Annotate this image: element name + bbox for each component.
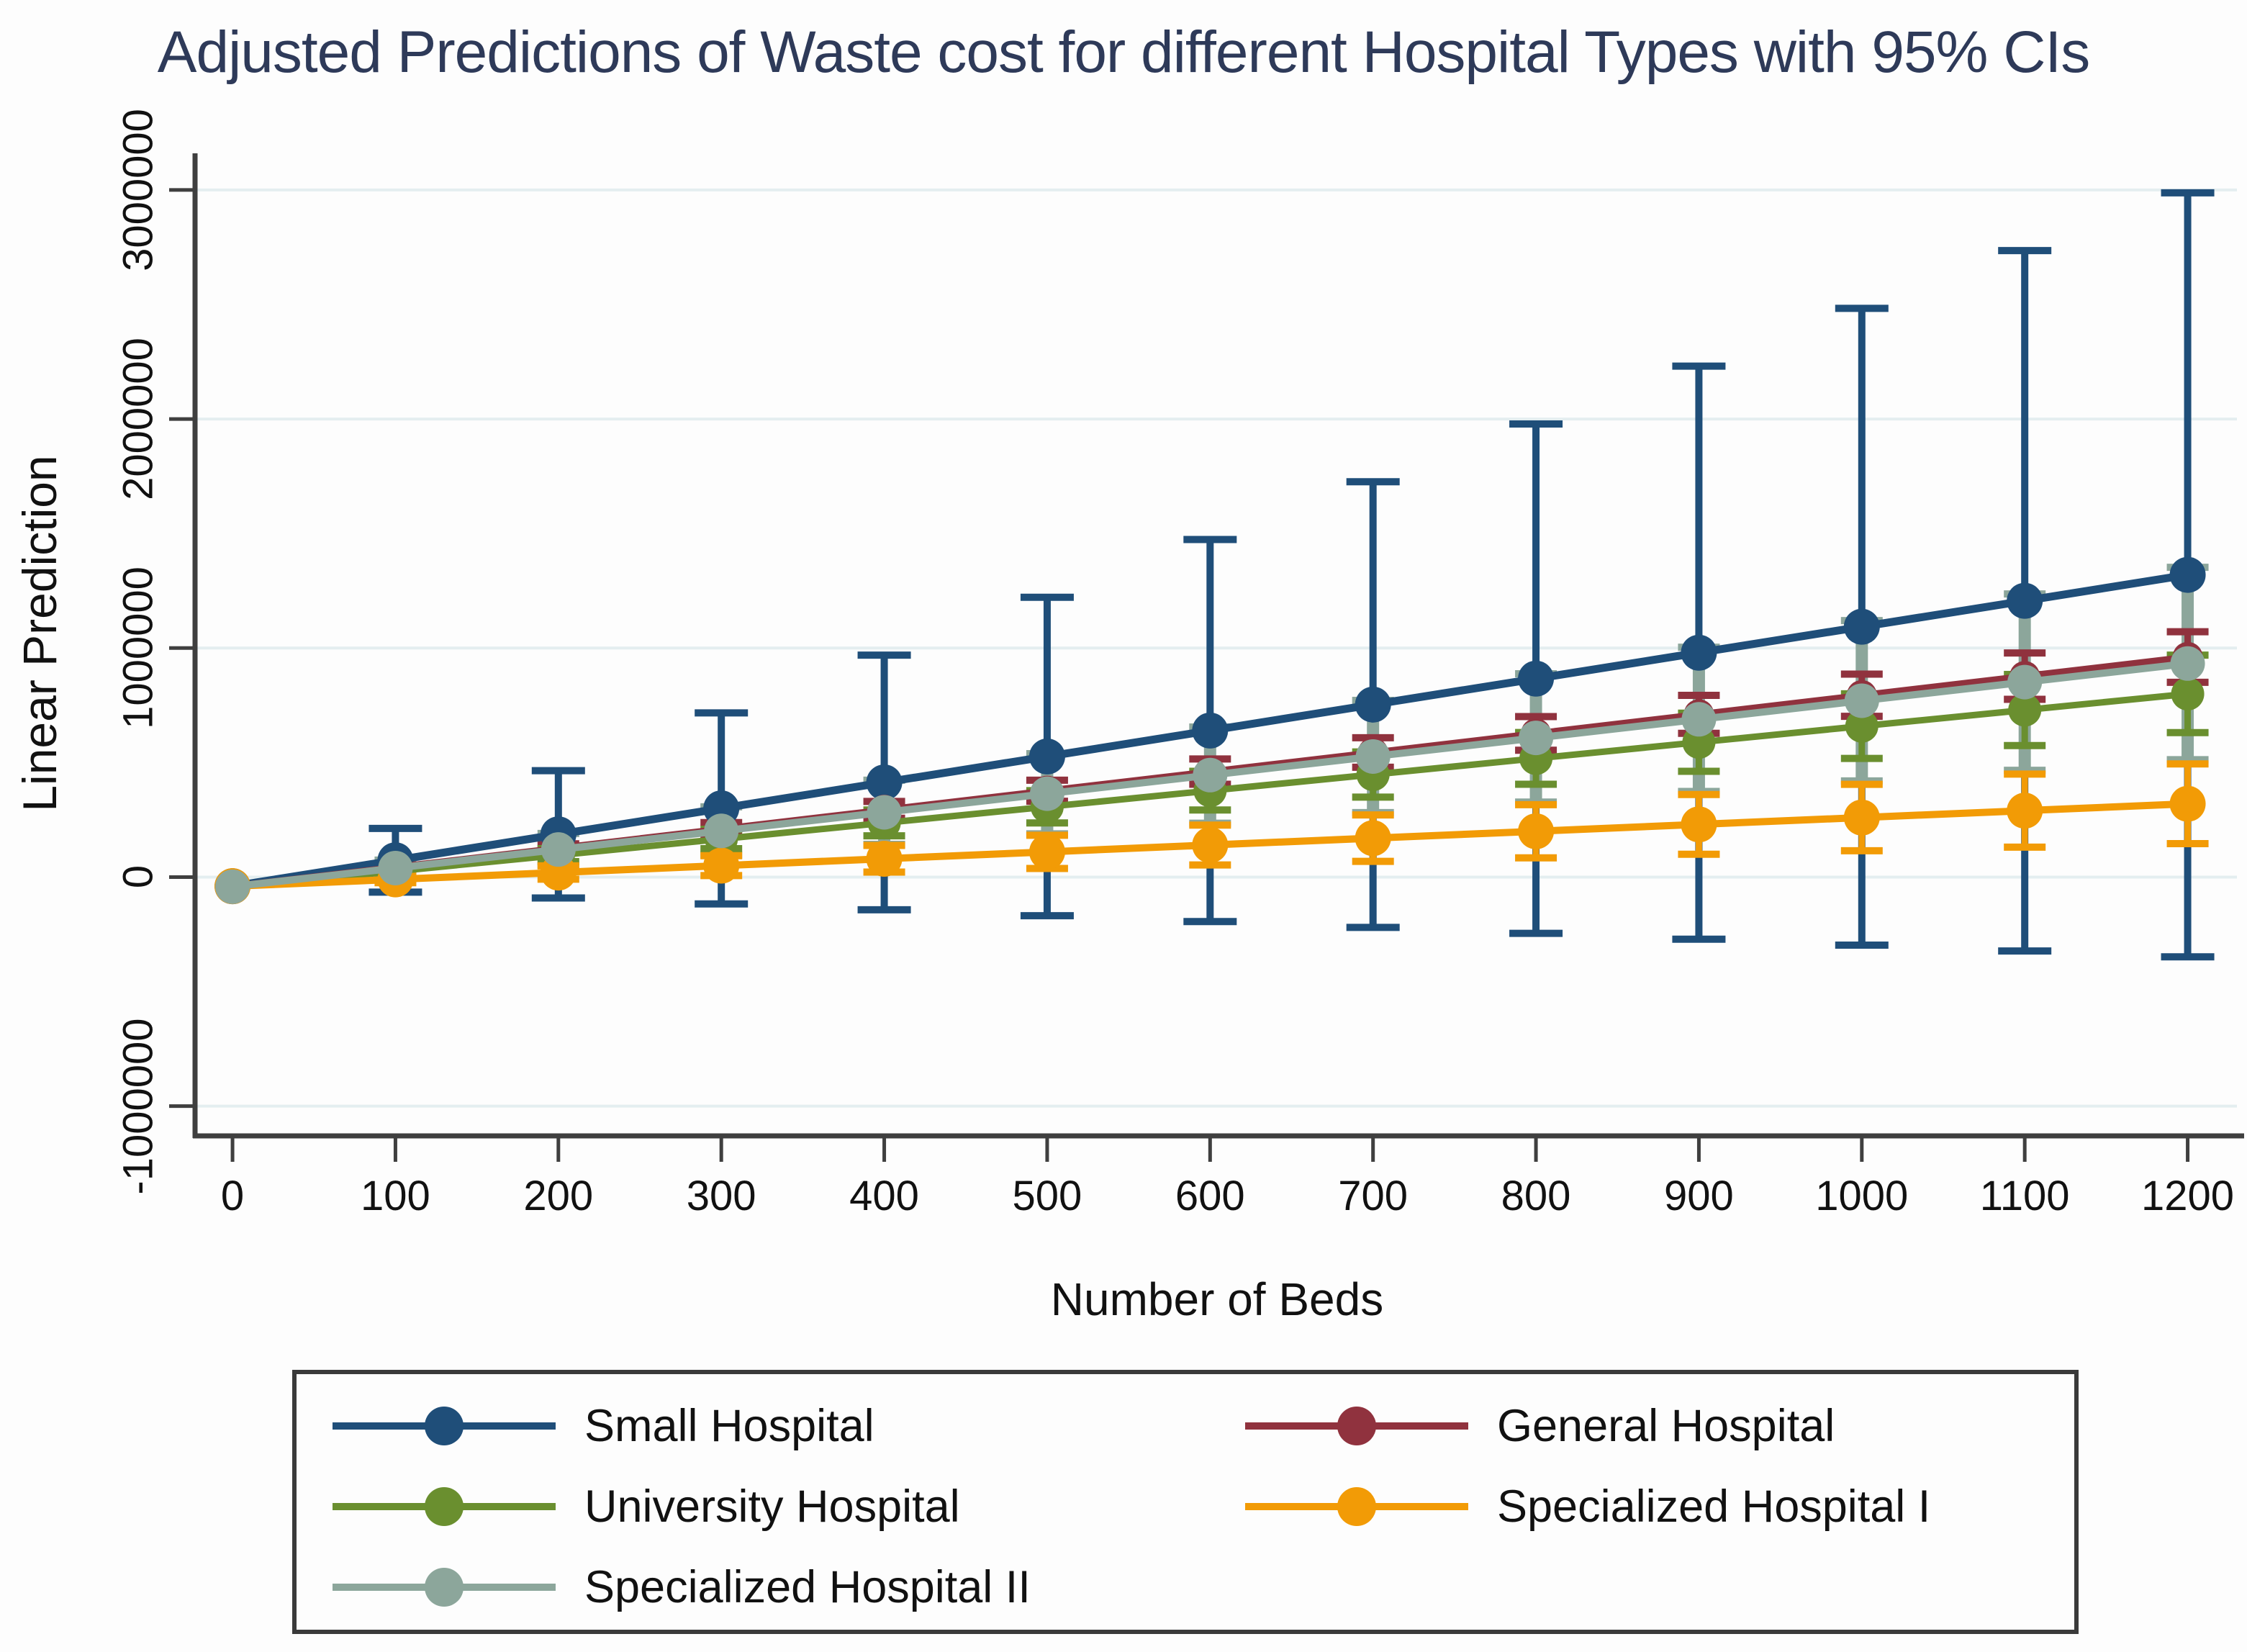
y-tick-label: 3000000 [114, 109, 162, 271]
y-tick-label: 2000000 [114, 338, 162, 500]
x-tick-label: 300 [686, 1173, 756, 1219]
x-tick-label: 400 [849, 1173, 919, 1219]
x-tick-label: 0 [220, 1173, 245, 1219]
series-marker [1681, 634, 1717, 671]
legend-label-specialized-hospital-1: Specialized Hospital I [1497, 1481, 1931, 1532]
series-marker [2007, 582, 2043, 619]
series-marker [1355, 820, 1391, 857]
series-marker [1355, 686, 1391, 723]
series-marker [2008, 693, 2042, 727]
y-tick-label: -1000000 [114, 1018, 162, 1195]
legend-swatch-specialized-hospital-1 [1245, 1487, 1468, 1526]
series-marker [2007, 793, 2043, 829]
x-tick-label: 600 [1175, 1173, 1245, 1219]
legend-swatch-small-hospital [333, 1407, 556, 1445]
x-axis-title: Number of Beds [1050, 1273, 1384, 1325]
series-marker [1844, 683, 1879, 718]
series-marker [215, 869, 250, 904]
series-marker [1681, 806, 1717, 843]
series-marker [866, 764, 903, 800]
x-tick-label: 1000 [1815, 1173, 1909, 1219]
legend-label-general-hospital: General Hospital [1497, 1401, 1835, 1451]
legend-label-university-hospital: University Hospital [584, 1481, 960, 1532]
x-tick-label: 100 [361, 1173, 430, 1219]
series-marker [2007, 664, 2043, 700]
series-marker [1192, 712, 1229, 749]
x-tick-label: 1100 [1979, 1173, 2070, 1219]
y-tick-label: 1000000 [114, 567, 162, 730]
legend-swatch-university-hospital [333, 1487, 556, 1526]
legend-swatch-specialized-hospital-2 [333, 1568, 556, 1607]
x-tick-label: 800 [1501, 1173, 1571, 1219]
x-tick-label: 200 [523, 1173, 594, 1219]
series-marker [1028, 834, 1065, 870]
series-marker [2169, 556, 2206, 593]
series-marker [1192, 826, 1229, 863]
series-marker [1193, 757, 1228, 793]
series-marker [704, 813, 739, 849]
legend-box: Small Hospital General Hospital Universi… [292, 1370, 2079, 1634]
series-marker [867, 795, 902, 830]
y-tick-label: 0 [114, 865, 162, 889]
x-tick-label: 1200 [2141, 1173, 2235, 1219]
series-marker [2170, 646, 2205, 681]
x-tick-label: 900 [1664, 1173, 1734, 1219]
series-marker [1845, 709, 1878, 743]
series-marker [1355, 739, 1391, 774]
chart-title: Adjusted Predictions of Waste cost for d… [157, 19, 2090, 85]
series-marker [1518, 660, 1555, 697]
series-marker [2171, 677, 2205, 710]
legend-swatch-general-hospital [1245, 1407, 1468, 1445]
x-tick-label: 500 [1012, 1173, 1082, 1219]
series-marker [1029, 776, 1064, 811]
series-marker [1519, 721, 1554, 756]
series-marker [703, 847, 740, 884]
series-marker [1028, 738, 1065, 775]
series-marker [1843, 608, 1880, 645]
series-marker [1681, 702, 1717, 737]
series-marker [866, 841, 903, 877]
legend-label-specialized-hospital-2: Specialized Hospital II [584, 1562, 1031, 1612]
x-tick-label: 700 [1338, 1173, 1409, 1219]
series-marker [378, 850, 413, 885]
series-marker [541, 832, 576, 867]
series-marker [2169, 785, 2206, 822]
series-marker [1518, 813, 1555, 849]
legend-label-small-hospital: Small Hospital [584, 1401, 874, 1451]
series-marker [1843, 799, 1880, 836]
